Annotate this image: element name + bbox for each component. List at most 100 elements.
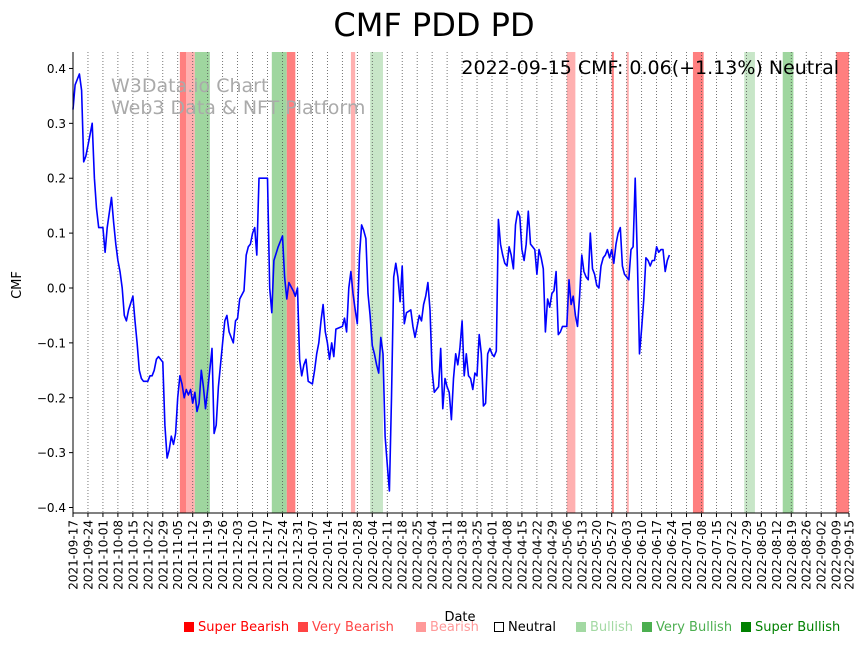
watermark-line-1: W3Data.io Chart xyxy=(111,75,268,97)
x-tick-label: 2022-01-28 xyxy=(351,520,365,590)
y-tick-label: 0.3 xyxy=(47,117,66,131)
signal-band-bearish xyxy=(566,52,576,513)
x-tick-label: 2022-09-02 xyxy=(815,520,829,590)
y-tick-label: −0.4 xyxy=(37,501,66,515)
x-tick-label: 2022-07-15 xyxy=(710,520,724,590)
x-ticks: 2021-09-17 2021-09-24 2021-10-01 2021-10-08… xyxy=(67,513,857,590)
x-tick-label: 2021-10-01 xyxy=(96,520,110,590)
x-tick-label: 2021-11-19 xyxy=(201,520,215,590)
x-tick-label: 2021-12-31 xyxy=(291,520,305,590)
x-tick-label: 2022-02-04 xyxy=(366,520,380,590)
x-tick-label: 2021-10-22 xyxy=(141,520,155,590)
x-tick-label: 2022-09-15 xyxy=(843,520,857,590)
x-tick-label: 2022-07-29 xyxy=(740,520,754,590)
y-tick-label: 0.2 xyxy=(47,172,66,186)
x-tick-label: 2022-06-03 xyxy=(620,520,634,590)
x-tick-label: 2022-03-11 xyxy=(441,520,455,590)
x-tick-label: 2021-09-17 xyxy=(67,520,81,590)
x-tick-label: 2022-02-25 xyxy=(411,520,425,590)
x-tick-label: 2022-07-22 xyxy=(725,520,739,590)
legend-swatch xyxy=(741,622,751,632)
signal-band-very-bullish xyxy=(271,52,287,513)
signal-band-very-bearish xyxy=(179,52,187,513)
x-tick-label: 2021-12-03 xyxy=(231,520,245,590)
x-tick-label: 2021-12-24 xyxy=(276,520,290,590)
y-tick-label: 0.0 xyxy=(47,281,66,295)
x-axis-label: Date xyxy=(444,610,475,625)
x-tick-label: 2022-01-07 xyxy=(306,520,320,590)
y-tick-label: −0.3 xyxy=(37,446,66,460)
x-tick-label: 2022-04-01 xyxy=(485,520,499,590)
x-tick-label: 2021-09-24 xyxy=(81,520,95,590)
x-tick-label: 2021-10-08 xyxy=(111,520,125,590)
x-tick-label: 2022-09-09 xyxy=(830,520,844,590)
legend-swatch xyxy=(494,622,504,632)
legend-label: Very Bearish xyxy=(312,620,394,635)
y-tick-label: 0.4 xyxy=(47,62,66,76)
x-grid xyxy=(72,52,850,513)
signal-band-bearish xyxy=(626,52,629,513)
x-tick-label: 2022-06-24 xyxy=(665,520,679,590)
signal-band-very-bearish xyxy=(611,52,614,513)
legend-very-bearish: Very Bearish xyxy=(298,620,394,635)
y-axis-label: CMF xyxy=(10,271,25,299)
x-tick-label: 2022-06-10 xyxy=(635,520,649,590)
y-ticks: 0.4 0.3 0.2 0.1 0.0 −0.1 −0.2 −0.3 −0.4 xyxy=(37,62,73,515)
x-tick-label: 2022-08-26 xyxy=(800,520,814,590)
legend-swatch xyxy=(576,622,586,632)
signal-band-very-bullish xyxy=(782,52,794,513)
y-tick-label: −0.1 xyxy=(37,336,66,350)
legend-very-bullish: Very Bullish xyxy=(642,620,732,635)
x-tick-label: 2022-06-17 xyxy=(650,520,664,590)
x-tick-label: 2022-08-12 xyxy=(770,520,784,590)
legend-label: Super Bearish xyxy=(198,620,290,635)
cmf-series-line xyxy=(72,73,671,492)
x-tick-label: 2021-10-29 xyxy=(156,520,170,590)
legend-super-bullish: Super Bullish xyxy=(741,620,840,635)
chart-title: CMF PDD PD xyxy=(333,6,534,44)
signal-band-very-bearish xyxy=(692,52,704,513)
signal-band-bearish xyxy=(186,52,195,513)
legend-bearish: Bearish xyxy=(416,620,479,635)
y-tick-label: −0.2 xyxy=(37,391,66,405)
axes xyxy=(72,52,849,514)
x-tick-label: 2022-08-19 xyxy=(785,520,799,590)
x-tick-label: 2022-03-04 xyxy=(426,520,440,590)
x-tick-label: 2022-02-18 xyxy=(396,520,410,590)
x-tick-label: 2021-10-15 xyxy=(126,520,140,590)
x-tick-label: 2022-07-08 xyxy=(695,520,709,590)
legend-super-bearish: Super Bearish xyxy=(184,620,289,635)
x-tick-label: 2022-04-22 xyxy=(530,520,544,590)
x-tick-label: 2022-08-05 xyxy=(755,520,769,590)
legend-label: Bearish xyxy=(430,620,479,635)
x-tick-label: 2021-11-05 xyxy=(171,520,185,590)
signal-band-bullish xyxy=(744,52,755,513)
signal-bands xyxy=(179,52,849,513)
legend-neutral: Neutral xyxy=(494,620,556,635)
x-tick-label: 2022-01-14 xyxy=(321,520,335,590)
legend-label: Neutral xyxy=(508,620,556,635)
x-tick-label: 2021-12-10 xyxy=(246,520,260,590)
x-tick-label: 2021-11-12 xyxy=(186,520,200,590)
legend-bullish: Bullish xyxy=(576,620,633,635)
x-tick-label: 2022-05-20 xyxy=(590,520,604,590)
x-tick-label: 2022-02-11 xyxy=(381,520,395,590)
x-tick-label: 2021-12-17 xyxy=(261,520,275,590)
x-tick-label: 2022-05-27 xyxy=(605,520,619,590)
x-tick-label: 2022-03-18 xyxy=(456,520,470,590)
legend-label: Very Bullish xyxy=(656,620,733,635)
legend: Super Bearish Very Bearish Bearish Neutr… xyxy=(0,620,867,640)
legend-label: Bullish xyxy=(590,620,634,635)
legend-swatch xyxy=(184,622,194,632)
legend-swatch xyxy=(416,622,426,632)
x-tick-label: 2022-04-15 xyxy=(515,520,529,590)
signal-band-very-bearish xyxy=(286,52,296,513)
legend-swatch xyxy=(642,622,652,632)
watermark: W3Data.io Chart Web3 Data & NFT Platform xyxy=(111,75,365,119)
x-tick-label: 2022-07-01 xyxy=(680,520,694,590)
x-tick-label: 2022-04-29 xyxy=(545,520,559,590)
signal-band-bullish xyxy=(370,52,383,513)
legend-swatch xyxy=(298,622,308,632)
x-tick-label: 2022-04-08 xyxy=(500,520,514,590)
